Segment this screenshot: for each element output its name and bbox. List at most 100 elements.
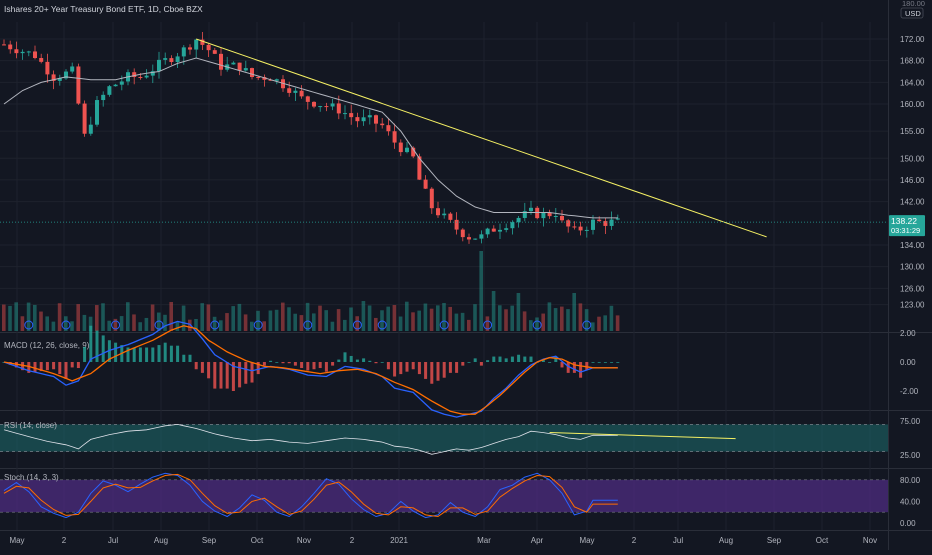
macd-histogram-bar xyxy=(138,347,142,362)
stoch-tick-label: 0.00 xyxy=(900,519,916,528)
rsi-tick-label: 25.00 xyxy=(900,451,921,460)
candle-body xyxy=(522,211,527,218)
candle-body xyxy=(448,213,453,220)
macd-histogram-bar xyxy=(479,362,483,366)
price-tick-label: 146.00 xyxy=(900,176,925,185)
candle-body xyxy=(181,47,186,57)
x-tick-label: 2 xyxy=(62,536,67,545)
volume-bar xyxy=(355,316,359,331)
candle-body xyxy=(498,229,502,232)
volume-bar xyxy=(14,302,18,331)
price-pane[interactable] xyxy=(0,32,888,244)
event-marker[interactable] xyxy=(582,320,592,330)
event-marker[interactable] xyxy=(111,320,121,330)
macd-histogram-bar xyxy=(579,362,583,378)
rsi-trendline[interactable] xyxy=(549,432,736,440)
macd-tick-label: 2.00 xyxy=(900,329,916,338)
macd-pane[interactable]: MACD (12, 26, close, 9) xyxy=(2,320,620,418)
candle-body xyxy=(442,213,447,216)
volume-bar xyxy=(39,311,43,331)
price-tick-label: 123.00 xyxy=(900,301,925,310)
candle-body xyxy=(572,226,577,228)
x-tick-label: Oct xyxy=(251,536,264,545)
macd-histogram-bar xyxy=(430,362,434,384)
event-marker[interactable] xyxy=(253,320,263,330)
volume-bar xyxy=(132,314,136,331)
volume-bar xyxy=(219,320,223,331)
volume-bar xyxy=(33,304,37,331)
volume-bar xyxy=(572,293,576,331)
candle-body xyxy=(547,212,552,217)
event-marker[interactable] xyxy=(154,320,164,330)
event-marker[interactable] xyxy=(303,320,313,330)
volume-bar xyxy=(293,313,297,331)
event-marker[interactable] xyxy=(352,320,362,330)
candle-body xyxy=(138,76,143,78)
macd-histogram-bar xyxy=(293,362,297,366)
volume-bar xyxy=(188,319,192,331)
rsi-pane[interactable]: RSI (14, close) xyxy=(0,421,888,455)
macd-histogram-bar xyxy=(219,362,223,389)
macd-histogram-bar xyxy=(269,360,273,362)
price-trendline[interactable] xyxy=(196,38,767,238)
event-marker[interactable] xyxy=(532,320,542,330)
macd-histogram-bar xyxy=(461,362,465,366)
volume-bar xyxy=(157,312,161,331)
macd-histogram-bar xyxy=(355,359,359,362)
event-marker[interactable] xyxy=(483,320,493,330)
macd-histogram-bar xyxy=(318,362,322,369)
volume-bar xyxy=(510,305,514,331)
macd-histogram-bar xyxy=(343,352,347,362)
candle-body xyxy=(312,101,316,107)
macd-histogram-bar xyxy=(101,335,105,362)
volume-bar xyxy=(349,307,353,331)
volume-bar xyxy=(57,303,62,331)
candle-body xyxy=(250,68,254,78)
macd-histogram-bar xyxy=(492,356,496,362)
candle-body xyxy=(57,78,62,81)
event-marker[interactable] xyxy=(61,320,71,330)
candle-body xyxy=(336,103,341,114)
volume-bar xyxy=(299,315,304,331)
candle-body xyxy=(8,44,13,50)
price-tick-label: 164.00 xyxy=(900,78,925,87)
candle-body xyxy=(287,88,292,93)
volume-bar xyxy=(113,318,118,331)
macd-histogram-bar xyxy=(510,356,514,362)
volume-bar xyxy=(442,302,446,331)
macd-histogram-bar xyxy=(89,325,93,362)
volume-bar xyxy=(547,302,552,331)
currency-label: USD xyxy=(905,9,921,18)
candle-body xyxy=(566,220,571,227)
price-tick-label: 130.00 xyxy=(900,263,925,272)
volume-bar xyxy=(361,301,366,331)
volume-bar xyxy=(398,316,403,331)
macd-histogram-bar xyxy=(200,362,204,373)
macd-histogram-bar xyxy=(132,347,136,362)
volume-bar xyxy=(529,320,533,331)
stoch-pane[interactable]: Stoch (14, 3, 3) xyxy=(0,472,888,519)
candle-body xyxy=(380,123,385,126)
price-tag-value: 138.22 xyxy=(891,216,917,226)
candle-body xyxy=(113,84,118,87)
candle-body xyxy=(293,90,298,93)
candle-body xyxy=(262,77,267,80)
event-marker[interactable] xyxy=(377,320,387,330)
event-marker[interactable] xyxy=(439,320,449,330)
rsi-tick-label: 75.00 xyxy=(900,417,921,426)
event-marker[interactable] xyxy=(24,320,34,330)
macd-histogram-bar xyxy=(145,347,149,362)
candle-body xyxy=(305,96,310,102)
moving-average-line xyxy=(3,57,618,219)
macd-histogram-bar xyxy=(39,362,43,372)
candle-body xyxy=(51,74,56,81)
volume-bar xyxy=(175,321,180,331)
volume-bar xyxy=(479,251,483,331)
currency-badge[interactable] xyxy=(900,7,924,19)
macd-histogram-bar xyxy=(603,362,607,363)
macd-histogram-bar xyxy=(380,362,384,363)
event-marker[interactable] xyxy=(210,320,220,330)
volume-bar xyxy=(609,305,614,331)
volume-bar xyxy=(535,317,539,331)
